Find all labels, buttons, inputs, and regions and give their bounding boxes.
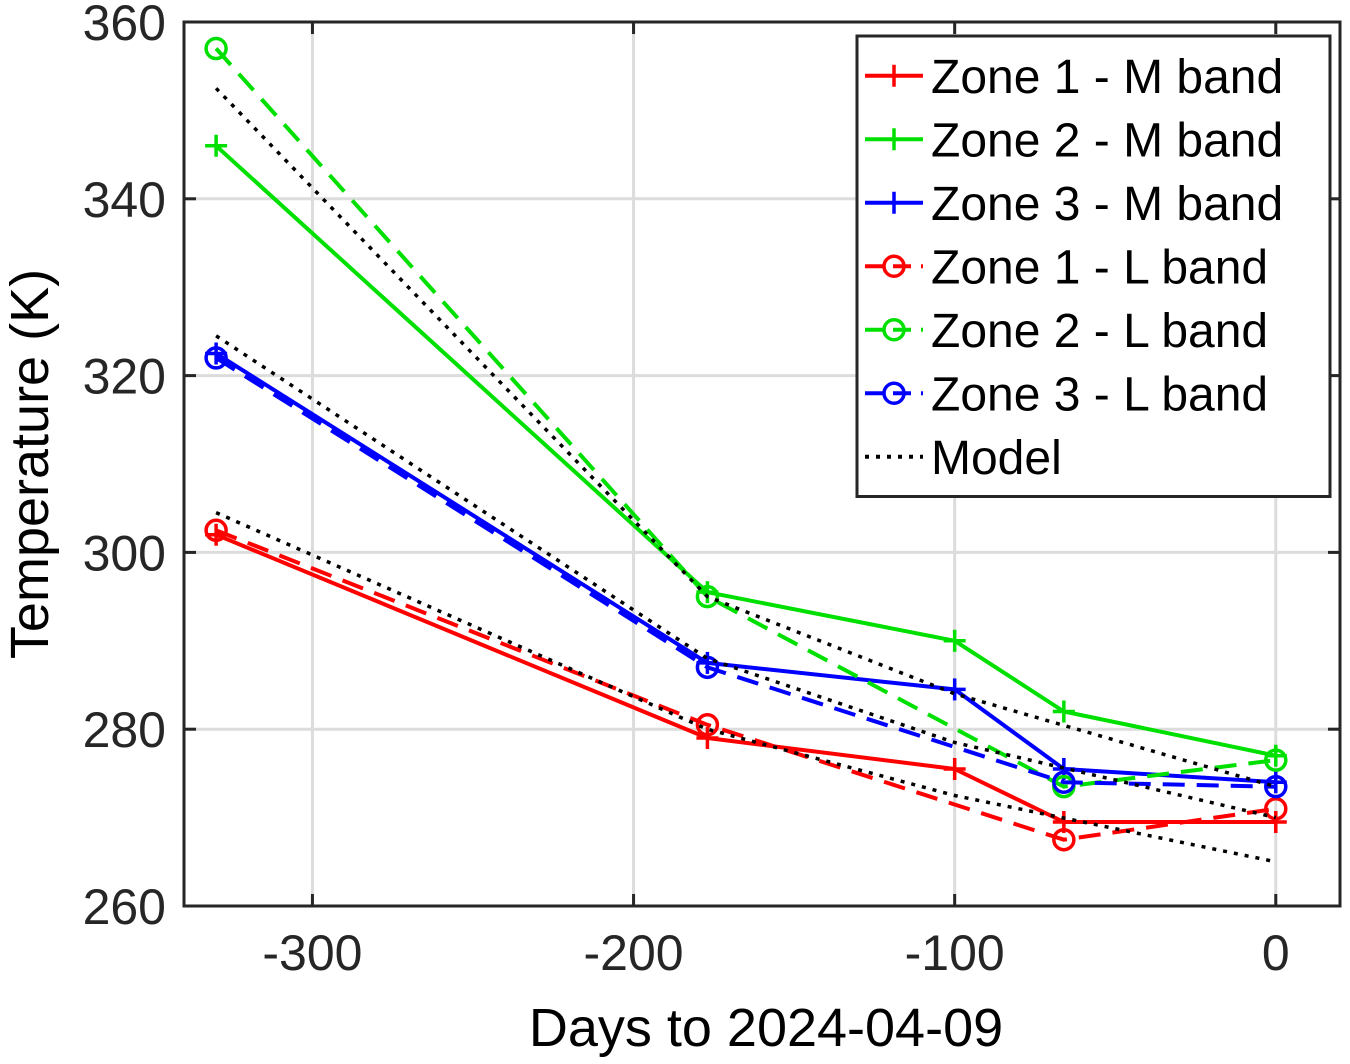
legend-item: Zone 3 - M band xyxy=(865,178,1283,231)
tick-labels: -300 -200 -100 0 260 280 300 320 340 360 xyxy=(83,0,1290,981)
data-point-plus xyxy=(883,128,905,151)
series-line xyxy=(214,87,1277,789)
data-point-circle xyxy=(1052,770,1076,794)
y-tick-label: 300 xyxy=(83,525,166,581)
series-layer xyxy=(204,36,1288,864)
legend-item: Zone 2 - M band xyxy=(865,114,1283,167)
legend-label: Zone 3 - L band xyxy=(931,368,1268,421)
legend-label: Model xyxy=(931,432,1062,485)
data-point-plus xyxy=(1052,700,1075,723)
plot-frame xyxy=(182,20,1342,908)
x-axis-label: Days to 2024-04-09 xyxy=(529,998,1003,1058)
series-line xyxy=(215,356,1276,789)
series-line xyxy=(214,47,1277,789)
data-point-circle xyxy=(204,518,228,543)
y-tick-label: 260 xyxy=(83,879,166,935)
data-point-circle xyxy=(204,346,228,370)
legend-label: Zone 2 - M band xyxy=(931,114,1283,167)
legend-box xyxy=(855,34,1332,498)
y-tick-label: 280 xyxy=(83,702,166,758)
data-point-plus xyxy=(943,757,966,780)
legend-item: Zone 1 - M band xyxy=(865,51,1283,104)
data-point-circle xyxy=(695,584,720,609)
legend-label: Zone 1 - L band xyxy=(931,241,1268,294)
data-point-circle xyxy=(695,655,720,680)
legend-label: Zone 2 - L band xyxy=(931,305,1268,358)
x-tick-label: 0 xyxy=(1262,925,1290,981)
data-point-circle xyxy=(882,318,906,342)
legend-item: Zone 3 - L band xyxy=(865,368,1268,421)
data-point-plus xyxy=(943,678,966,701)
data-point-circle xyxy=(204,36,228,61)
legend-label: Zone 1 - M band xyxy=(931,51,1283,104)
data-point-circle xyxy=(1052,827,1076,852)
data-point-circle xyxy=(882,254,906,278)
data-point-plus xyxy=(696,727,719,750)
y-tick-label: 360 xyxy=(83,0,166,51)
y-tick-label: 340 xyxy=(83,172,166,228)
data-point-circle xyxy=(1264,748,1288,772)
series-model xyxy=(214,87,1277,789)
data-point-plus xyxy=(883,64,905,87)
x-tick-label: -100 xyxy=(905,925,1005,981)
series-zone-2-l-band xyxy=(204,36,1288,799)
series-line xyxy=(215,334,1277,820)
legend-item: Zone 2 - L band xyxy=(865,305,1268,358)
data-point-circle xyxy=(1264,797,1288,821)
x-tick-label: -200 xyxy=(584,925,684,981)
data-point-circle xyxy=(1264,774,1288,799)
data-point-plus xyxy=(943,629,966,652)
series-model xyxy=(215,334,1277,820)
legend: Zone 1 - M band Zone 2 - M band Zone 3 - M… xyxy=(855,34,1332,498)
legend-item: Model xyxy=(865,432,1062,485)
legend-item: Zone 1 - L band xyxy=(865,241,1268,294)
data-point-circle xyxy=(695,713,720,737)
series-zone-3-l-band xyxy=(204,346,1288,799)
series-line xyxy=(215,528,1277,842)
data-point-plus xyxy=(883,191,905,214)
data-point-plus xyxy=(1264,811,1287,834)
x-tick-label: -300 xyxy=(262,925,362,981)
legend-label: Zone 3 - M band xyxy=(931,178,1283,231)
data-point-plus xyxy=(205,134,228,157)
y-tick-label: 320 xyxy=(83,349,166,405)
data-point-circle xyxy=(882,381,906,405)
y-axis-label: Temperature (K) xyxy=(0,269,60,659)
series-zone-2-m-band xyxy=(205,134,1287,767)
series-zone-1-l-band xyxy=(204,518,1288,852)
